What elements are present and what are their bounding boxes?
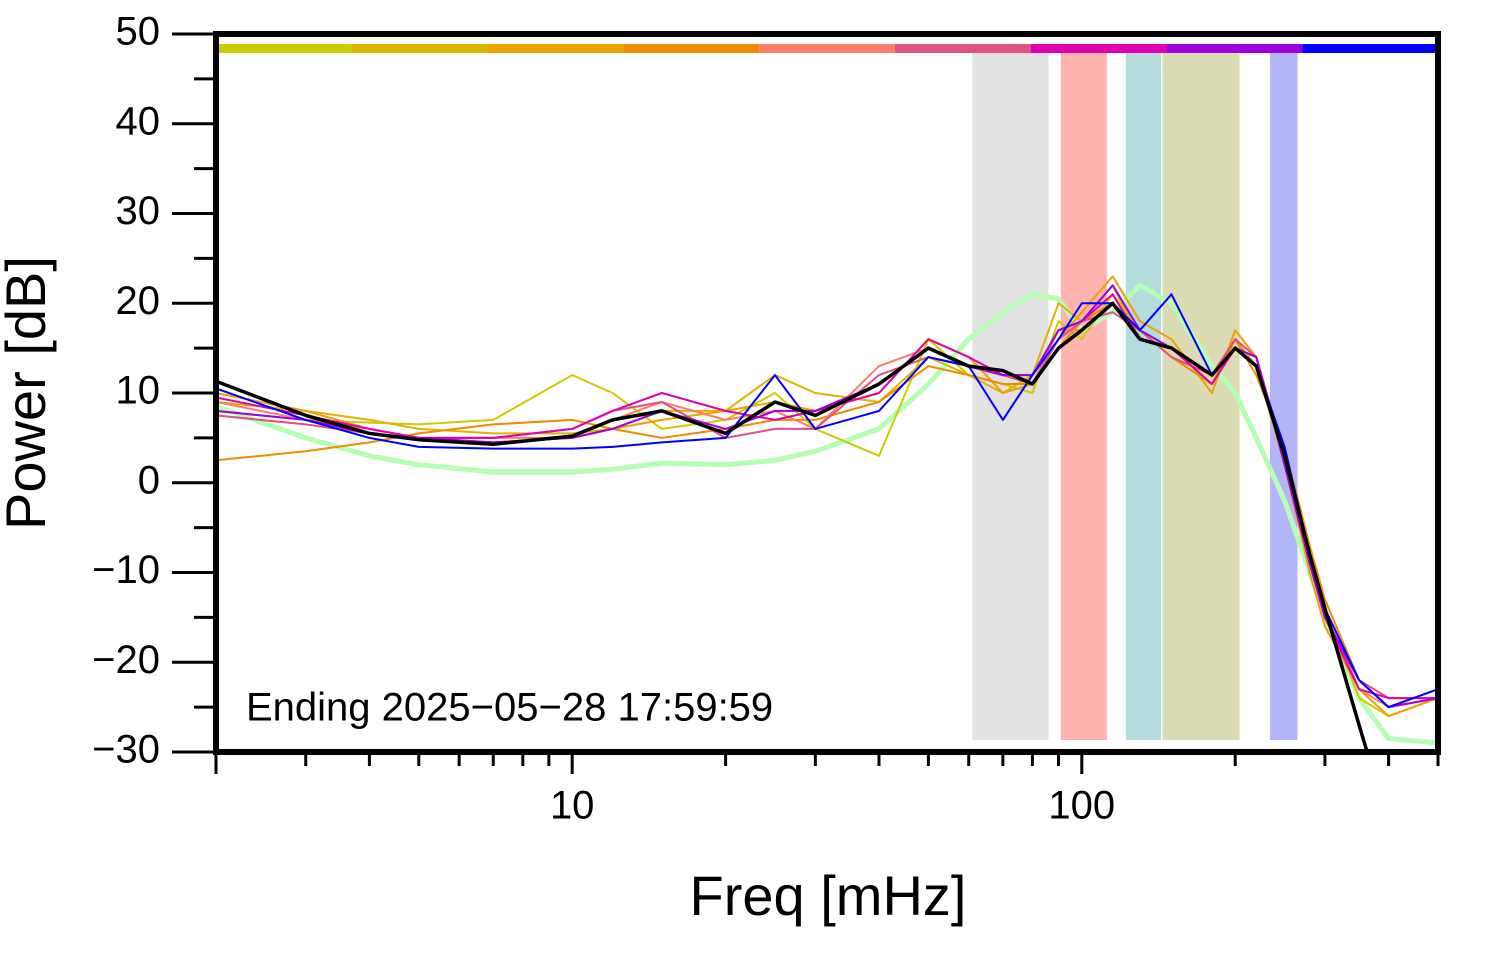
annotation: Ending 2025−05−28 17:59:59 [246, 686, 773, 730]
series-line [216, 282, 1438, 746]
y-tick-label: 40 [116, 99, 161, 143]
bands [972, 53, 1298, 740]
color-bar-segment [894, 44, 1031, 53]
lines [216, 275, 1438, 752]
color-bar-segment [623, 44, 760, 53]
x-axis-label: Freq [mHz] [690, 864, 967, 927]
y-tick-label: 10 [116, 369, 161, 413]
series-line [216, 301, 1369, 752]
y-tick-label: −20 [92, 638, 160, 682]
color-bar-segment [351, 44, 488, 53]
band [1125, 53, 1161, 740]
y-tick-label: 50 [116, 10, 161, 54]
band [1269, 53, 1298, 740]
x-tick-label: 100 [1048, 784, 1115, 828]
series-line [216, 293, 1438, 709]
y-axis-label: Power [dB] [0, 256, 57, 530]
y-tick-label: −10 [92, 548, 160, 592]
series-line [216, 284, 1438, 709]
band [1060, 53, 1107, 740]
series-line [216, 293, 1438, 718]
color-bar-segment [487, 44, 624, 53]
color-bar-segment [1166, 44, 1303, 53]
x-tick-label: 10 [550, 784, 595, 828]
series-line [216, 311, 1438, 700]
y-tick-label: −30 [92, 728, 160, 772]
series-line [216, 284, 1438, 709]
series-line [216, 275, 1438, 718]
band [1162, 53, 1240, 740]
y-tick-label: 20 [116, 279, 161, 323]
band [972, 53, 1049, 740]
y-tick-label: 0 [138, 458, 160, 502]
color-bar-segment [1030, 44, 1167, 53]
color-bar-segment [1302, 44, 1438, 53]
color-bar-segment [216, 44, 352, 53]
plot-frame [213, 31, 1441, 755]
color-bar [216, 44, 1438, 53]
color-bar-segment [759, 44, 895, 53]
y-tick-label: 30 [116, 189, 161, 233]
axes: −30 −20 −10 0 10 20 30 40 50 10 100 [92, 10, 1440, 828]
